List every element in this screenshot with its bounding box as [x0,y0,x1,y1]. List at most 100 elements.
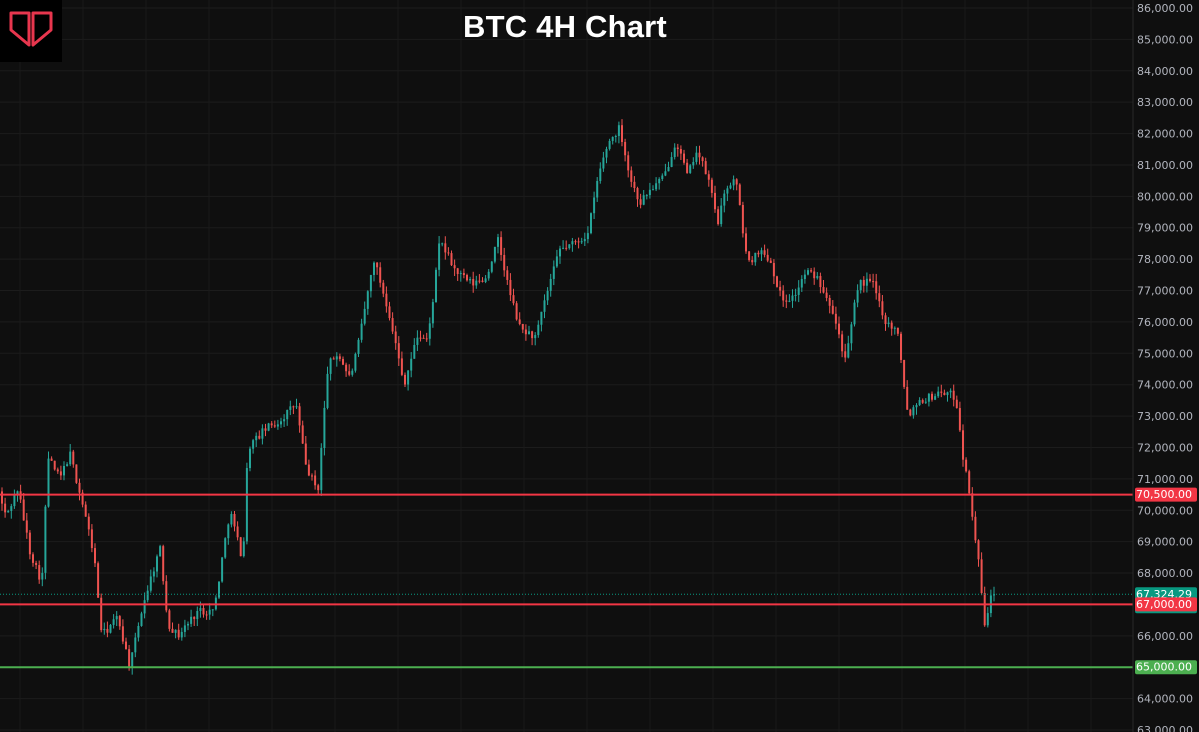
candle-body [627,155,630,171]
candle [224,537,227,559]
candle [41,567,44,587]
candle-body [125,641,127,650]
candle [81,489,84,508]
candle-body [422,337,425,339]
candle-body [320,448,323,491]
candle [369,274,372,298]
candle [97,561,100,598]
candle-body [571,241,574,245]
candle [782,285,785,307]
candle-body [10,506,13,511]
candle-body [974,516,977,541]
candle-body [971,493,974,517]
candle [286,409,289,426]
candle-body [512,295,515,304]
candle-body [140,613,143,626]
candle [4,497,7,518]
candle-body [137,625,140,638]
candle-body [53,460,56,470]
candle-body [562,247,565,249]
horizontal-levels[interactable] [0,493,1133,669]
candle [202,604,205,618]
candle [800,275,803,292]
candle-body [323,407,326,449]
candle-body [900,333,902,360]
candle-body [376,262,379,268]
candle-body [84,504,87,517]
candle-body [369,274,372,292]
candle [958,401,961,432]
candle-body [590,213,592,234]
candle [159,544,162,557]
candle [410,352,413,378]
candle [59,465,62,480]
candle [816,272,819,280]
candle-body [143,600,146,614]
price-tick-label: 74,000.00 [1137,379,1193,392]
price-tick-label: 76,000.00 [1137,316,1193,329]
candle [258,430,261,440]
candle-body [22,499,25,521]
candle-body [317,485,320,491]
candle [354,352,357,373]
candle-body [218,581,220,598]
candle-body [723,193,726,206]
candle [236,521,239,541]
candle-body [373,262,375,275]
candle [664,163,667,177]
candle [84,501,87,517]
candle-body [462,273,465,276]
candle-body [599,168,602,182]
candle-body [193,616,196,620]
candle-body [431,302,434,324]
candle [583,232,586,247]
candle [850,321,853,351]
candle [636,186,639,207]
candle-body [264,428,267,431]
candle [7,509,10,513]
candle [838,316,840,339]
candle [276,419,279,430]
candle-body [748,251,751,261]
candle [270,421,273,429]
candle-body [844,351,847,358]
candle-body [707,174,710,180]
candle-body [382,282,385,294]
candle-body [980,559,983,594]
candle [233,511,236,532]
candle [927,392,930,407]
candle-body [211,609,214,611]
candle [506,266,509,285]
price-tick-label: 83,000.00 [1137,96,1193,109]
price-tick-label: 77,000.00 [1137,285,1193,298]
candle-body [655,183,658,190]
candle-body [456,268,459,274]
level-label-text: 70,500.00 [1136,488,1192,501]
candle [174,629,177,639]
price-axis[interactable]: 86,000.00 85,000.00 84,000.00 83,000.00 82,0… [1132,0,1199,732]
candle-body [797,287,800,295]
candle-body [946,392,949,396]
candle [552,260,555,286]
candle [177,623,180,640]
candle-body [97,563,100,598]
candle [741,201,744,238]
candle-body [586,233,589,240]
candle [534,332,537,346]
candle-body [63,466,65,476]
candle [329,357,332,381]
candle [568,244,571,250]
candle-body [357,339,360,354]
candle-body [66,464,69,467]
candle [242,537,245,558]
level-label-bg [1135,660,1197,675]
candle-body [261,428,264,439]
candle-body [841,334,844,352]
candle [921,398,924,404]
candle [546,287,549,305]
candle [462,268,465,279]
candle [280,417,282,428]
candle [574,239,577,245]
candle [661,173,664,182]
